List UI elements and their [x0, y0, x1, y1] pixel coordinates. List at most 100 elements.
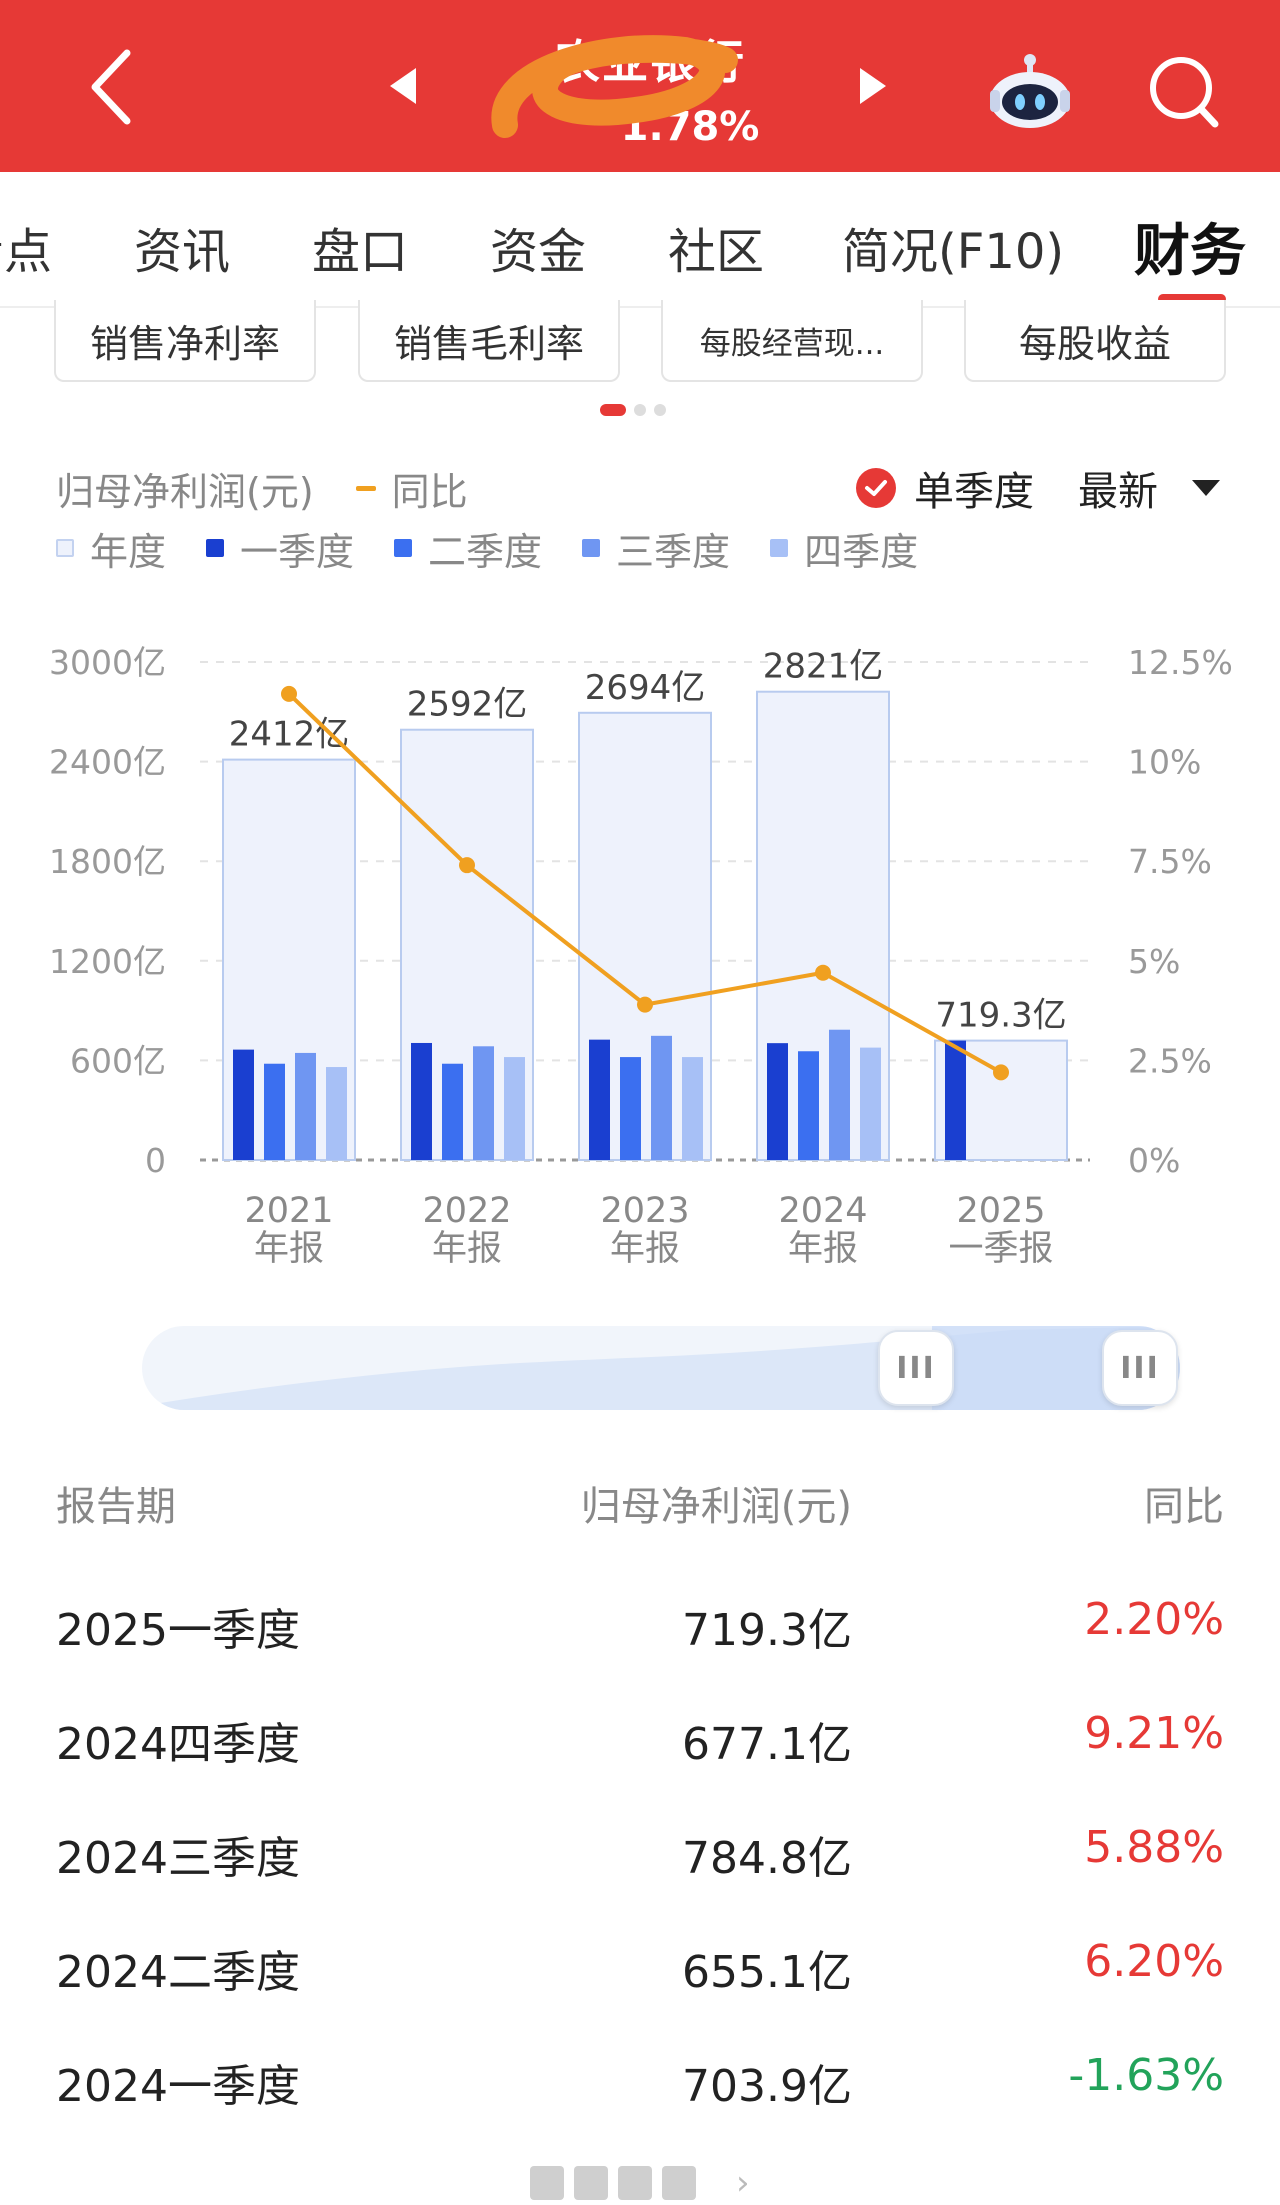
quarter-bar [442, 1063, 463, 1160]
table-row[interactable]: 2025一季度 719.3亿 2.20% [0, 1558, 1280, 1672]
slider-handle-left[interactable]: III [878, 1330, 954, 1406]
legend-q2[interactable]: 二季度 [394, 521, 542, 576]
row-yoy: 5.88% [1084, 1822, 1224, 1873]
quarter-bar [473, 1046, 494, 1160]
caret-down-icon [1192, 480, 1220, 496]
table-row[interactable]: 2024三季度 784.8亿 5.88% [0, 1786, 1280, 1900]
tab-quotes[interactable]: 盘口 [312, 224, 409, 280]
drag-handle-icon: III [1120, 1350, 1160, 1386]
legend-label: 二季度 [428, 529, 543, 574]
yoy-label: 同比 [391, 469, 468, 514]
legend-label: 一季度 [240, 529, 355, 574]
single-quarter-toggle[interactable]: 单季度 [856, 462, 1034, 515]
single-quarter-label: 单季度 [914, 469, 1034, 515]
legend-swatch [206, 539, 225, 557]
quarter-bar [651, 1035, 672, 1160]
chart-legend-series: 年度 一季度 二季度 三季度 四季度 [56, 522, 958, 574]
table-header-period[interactable]: 报告期 [56, 1484, 176, 1530]
check-circle-icon [856, 468, 896, 508]
y-left-tick-label: 1800亿 [49, 842, 166, 881]
row-yoy: 9.21% [1084, 1708, 1224, 1759]
annual-value-label: 2821亿 [763, 647, 884, 687]
tab-news[interactable]: 资讯 [134, 224, 231, 280]
metric-operating-cash-button[interactable]: 每股经营现... [661, 300, 923, 382]
table-row[interactable]: 2024四季度 677.1亿 9.21% [0, 1672, 1280, 1786]
quarter-bar [589, 1039, 610, 1160]
tab-community[interactable]: 社区 [668, 224, 765, 280]
top-bar: 农业银行 1.78% [0, 0, 1280, 172]
y-right-tick-label: 5% [1128, 942, 1180, 981]
x-tick-label-period: 年报 [254, 1229, 324, 1269]
yoy-point [281, 685, 297, 702]
back-button[interactable] [82, 42, 138, 132]
slider-track [142, 1326, 1180, 1410]
redaction-scribble-icon [491, 35, 738, 138]
quarter-bar [829, 1029, 850, 1160]
yoy-line-swatch [355, 485, 376, 491]
legend-q1[interactable]: 一季度 [206, 521, 354, 576]
legend-swatch [394, 539, 413, 557]
quarter-bar [860, 1047, 881, 1160]
robot-icon [990, 54, 1070, 128]
chevron-right-icon: › [736, 2162, 750, 2203]
legend-annual[interactable]: 年度 [56, 521, 166, 576]
chevron-left-icon [91, 49, 131, 125]
next-stock-button[interactable] [860, 68, 886, 104]
range-slider[interactable]: III III [142, 1326, 1180, 1410]
y-left-tick-label: 1200亿 [49, 942, 166, 981]
x-tick-label-period: 一季报 [948, 1229, 1053, 1269]
slider-handle-right[interactable]: III [1102, 1330, 1178, 1406]
legend-q3[interactable]: 三季度 [582, 521, 730, 576]
yoy-point [459, 857, 475, 874]
row-value: 719.3亿 [682, 1605, 852, 1656]
tab-funds[interactable]: 资金 [490, 224, 587, 280]
row-yoy: 6.20% [1084, 1936, 1224, 1987]
tab-highlights[interactable]: 看点 [0, 224, 53, 280]
quarter-bar [798, 1051, 819, 1160]
x-tick-label-period: 年报 [432, 1229, 502, 1269]
tab-profile-f10[interactable]: 简况(F10) [842, 224, 1065, 280]
net-profit-chart[interactable]: 0 0% 600亿 2.5% 1200亿 5% 1800亿 7.5% 2400亿 10% 3000亿… [0, 600, 1280, 1300]
search-button[interactable] [1145, 52, 1223, 132]
view-more-link[interactable]: › [530, 2160, 770, 2205]
quarter-bar [682, 1057, 703, 1160]
metric-eps-button[interactable]: 每股收益 [964, 300, 1226, 382]
y-right-tick-label: 2.5% [1128, 1041, 1212, 1080]
metric-gross-margin-button[interactable]: 销售毛利率 [358, 300, 620, 382]
y-right-tick-label: 12.5% [1128, 643, 1233, 682]
row-value: 677.1亿 [682, 1719, 852, 1770]
row-period: 2024四季度 [56, 1719, 300, 1770]
quarter-bar [504, 1057, 525, 1160]
x-tick-label-year: 2022 [422, 1191, 511, 1231]
quarter-bar [326, 1067, 347, 1160]
x-tick-label-year: 2021 [244, 1191, 333, 1231]
blurred-text-icon [530, 2165, 564, 2200]
annual-value-label: 719.3亿 [935, 996, 1066, 1036]
yoy-point [637, 996, 653, 1013]
x-tick-label-year: 2024 [778, 1191, 867, 1231]
table-row[interactable]: 2024一季度 703.9亿 -1.63% [0, 2014, 1280, 2128]
row-value: 703.9亿 [682, 2061, 852, 2112]
drag-handle-icon: III [896, 1350, 936, 1386]
latest-dropdown[interactable]: 最新 [1078, 462, 1220, 515]
x-tick-label-year: 2025 [956, 1191, 1045, 1231]
quarter-bar [620, 1057, 641, 1160]
table-header-yoy[interactable]: 同比 [1144, 1484, 1224, 1530]
quarter-bar [264, 1063, 285, 1160]
blurred-text-icon [574, 2165, 608, 2200]
assistant-button[interactable] [985, 52, 1075, 132]
y-left-tick-label: 2400亿 [49, 743, 166, 782]
quarter-bar [767, 1043, 788, 1160]
table-header-value[interactable]: 归母净利润(元) [580, 1484, 852, 1530]
page-dot [634, 404, 646, 416]
y-left-tick-label: 0 [145, 1141, 166, 1180]
tab-financials[interactable]: 财务 [1134, 219, 1246, 284]
legend-q4[interactable]: 四季度 [770, 521, 918, 576]
y-right-tick-label: 0% [1128, 1141, 1180, 1180]
metric-net-margin-button[interactable]: 销售净利率 [54, 300, 316, 382]
table-row[interactable]: 2024二季度 655.1亿 6.20% [0, 1900, 1280, 2014]
legend-label: 三季度 [616, 529, 731, 574]
legend-label: 年度 [90, 529, 167, 574]
x-tick-label-period: 年报 [610, 1229, 680, 1269]
prev-stock-button[interactable] [390, 68, 416, 104]
